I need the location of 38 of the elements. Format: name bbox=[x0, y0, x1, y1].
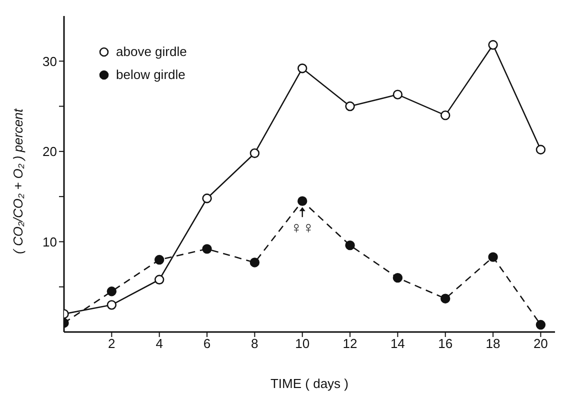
point bbox=[298, 196, 308, 206]
point bbox=[154, 274, 164, 284]
y-tick-label: 30 bbox=[42, 54, 57, 69]
x-tick-label: 2 bbox=[108, 336, 116, 352]
point bbox=[250, 148, 260, 158]
point bbox=[440, 110, 450, 120]
point bbox=[536, 144, 546, 154]
x-tick-label: 14 bbox=[390, 336, 405, 352]
point bbox=[298, 64, 308, 74]
y-tick-label: 20 bbox=[42, 144, 57, 160]
x-tick-label: 6 bbox=[203, 336, 211, 352]
x-tick-label: 12 bbox=[342, 336, 358, 352]
x-tick-label: 16 bbox=[438, 336, 453, 352]
point bbox=[345, 101, 355, 112]
x-axis-title: TIME ( days ) bbox=[270, 376, 349, 391]
point bbox=[440, 294, 450, 304]
point bbox=[488, 40, 498, 50]
point bbox=[392, 272, 403, 283]
point bbox=[345, 240, 355, 250]
legend-label: above girdle bbox=[116, 44, 187, 59]
point bbox=[202, 194, 212, 204]
point bbox=[106, 300, 117, 310]
x-tick-label: 18 bbox=[486, 336, 500, 352]
point bbox=[154, 254, 164, 265]
point bbox=[536, 320, 546, 330]
legend-label: below girdle bbox=[116, 67, 186, 82]
point bbox=[202, 244, 212, 254]
x-tick-label: 4 bbox=[156, 336, 163, 352]
point bbox=[106, 286, 117, 296]
annotation: ♀♀ bbox=[290, 220, 314, 238]
x-tick-label: 20 bbox=[533, 336, 548, 352]
x-tick-label: 10 bbox=[295, 336, 310, 352]
y-tick-label: 10 bbox=[42, 234, 57, 250]
y-axis-title: ( CO₂/CO₂ + O₂ ) percent bbox=[10, 107, 26, 254]
x-tick-label: 8 bbox=[251, 336, 258, 352]
point bbox=[488, 252, 498, 262]
point bbox=[250, 258, 260, 268]
point bbox=[392, 90, 403, 100]
